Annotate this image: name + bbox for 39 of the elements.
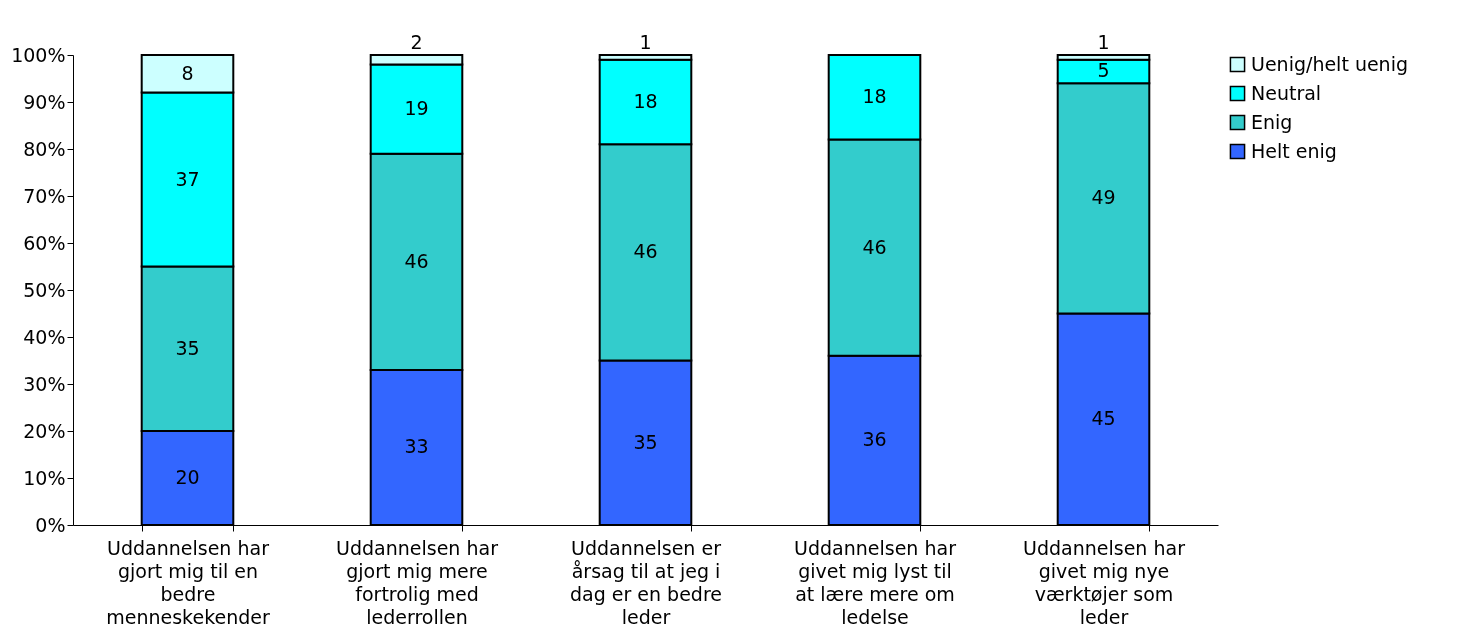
- y-tick-label: 10%: [23, 466, 66, 489]
- data-label: 1: [1097, 31, 1110, 53]
- data-label: 46: [862, 235, 887, 258]
- data-label: 5: [1097, 59, 1110, 82]
- data-label: 18: [633, 90, 658, 112]
- y-tick-label: 50%: [23, 278, 66, 301]
- legend-label: Enig: [1251, 110, 1293, 133]
- y-tick-label: 60%: [23, 231, 66, 254]
- y-tick-label: 30%: [23, 372, 66, 395]
- data-label: 33: [404, 435, 429, 458]
- x-tick-label: Uddannelsen er årsag til at jeg i dag er en bedre leder: [569, 536, 723, 628]
- data-label: 35: [633, 430, 658, 453]
- data-label: 20: [175, 466, 200, 488]
- data-label: 18: [862, 85, 887, 108]
- data-label: 45: [1091, 407, 1116, 430]
- legend-label: Neutral: [1251, 81, 1322, 104]
- data-label: 2: [410, 31, 423, 53]
- y-tick-label: 20%: [23, 419, 66, 442]
- legend-label: Uenig/helt uenig: [1251, 52, 1408, 75]
- data-label: 1: [639, 31, 652, 53]
- data-label: 35: [175, 336, 200, 359]
- y-tick-label: 40%: [23, 325, 66, 348]
- x-tick-label: Uddannelsen har givet mig lyst til at lære mere om ledelse: [794, 536, 957, 628]
- data-label: 46: [404, 249, 429, 272]
- data-label: 19: [404, 97, 429, 120]
- data-label: 37: [175, 167, 200, 190]
- data-label: 8: [181, 61, 194, 84]
- data-label: 36: [862, 428, 887, 451]
- y-tick-label: 100%: [11, 43, 66, 66]
- y-tick-label: 0%: [35, 513, 66, 536]
- x-tick-label: Uddannelsen har givet mig nye værktøjer som leder: [1023, 536, 1186, 628]
- y-tick-label: 80%: [23, 137, 66, 160]
- data-label: 46: [633, 240, 658, 263]
- y-tick-label: 90%: [23, 90, 66, 113]
- x-tick-label: Uddannelsen har gjort mig mere fortrolig med lederrollen: [336, 536, 499, 628]
- y-tick-label: 70%: [23, 184, 66, 207]
- legend-label: Helt enig: [1251, 139, 1337, 162]
- x-tick-label: Uddannelsen har gjort mig til en bedre menneskekender: [106, 536, 270, 628]
- data-label: 49: [1091, 186, 1116, 209]
